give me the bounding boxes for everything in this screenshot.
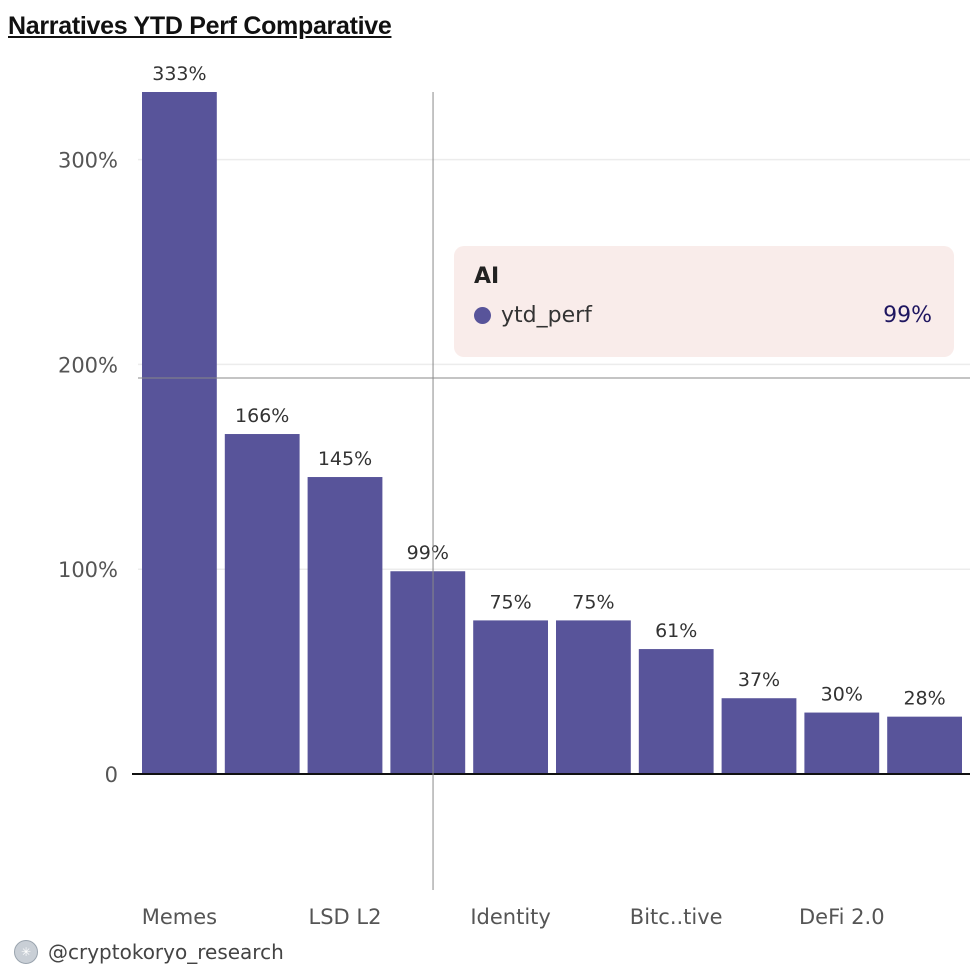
data-label: 37%: [738, 669, 780, 691]
x-tick-label: LSD L2: [309, 905, 382, 929]
y-tick-label: 100%: [58, 558, 118, 582]
bar: [307, 477, 383, 774]
tooltip-title: AI: [474, 264, 500, 289]
x-tick-label: DeFi 2.0: [799, 905, 885, 929]
bar: [473, 620, 548, 774]
series-dot-icon: [474, 307, 491, 324]
y-tick-label: 0: [105, 763, 118, 787]
bar: [804, 712, 880, 774]
y-tick-label: 300%: [58, 149, 118, 173]
bar: [887, 716, 962, 774]
bar: [390, 571, 466, 774]
tooltip-series-name: ytd_perf: [501, 303, 592, 328]
data-label: 166%: [235, 405, 289, 427]
bar: [224, 434, 300, 774]
chart-tooltip: AI ytd_perf 99%: [454, 246, 954, 357]
data-label: 30%: [821, 684, 863, 706]
x-tick-label: Bitc..tive: [630, 905, 723, 929]
x-tick-label: Identity: [470, 905, 550, 929]
tooltip-value: 99%: [883, 303, 932, 328]
bar: [721, 698, 797, 774]
footer: ✳ @cryptokoryo_research: [14, 940, 284, 964]
footer-handle[interactable]: @cryptokoryo_research: [48, 940, 284, 964]
data-label: 61%: [655, 620, 697, 642]
tooltip-row: ytd_perf 99%: [474, 303, 934, 328]
data-label: 28%: [903, 688, 945, 710]
data-label: 75%: [489, 591, 531, 613]
y-tick-label: 200%: [58, 353, 118, 377]
data-label: 99%: [407, 542, 449, 564]
chart-title: Narratives YTD Perf Comparative: [8, 12, 392, 40]
data-label: 145%: [318, 448, 372, 470]
avatar-icon: ✳: [14, 940, 38, 964]
x-tick-label: Memes: [142, 905, 217, 929]
data-label: 75%: [572, 591, 614, 613]
bar: [142, 92, 217, 774]
data-label: 333%: [152, 63, 206, 85]
bar: [638, 649, 714, 774]
bar: [556, 620, 631, 774]
